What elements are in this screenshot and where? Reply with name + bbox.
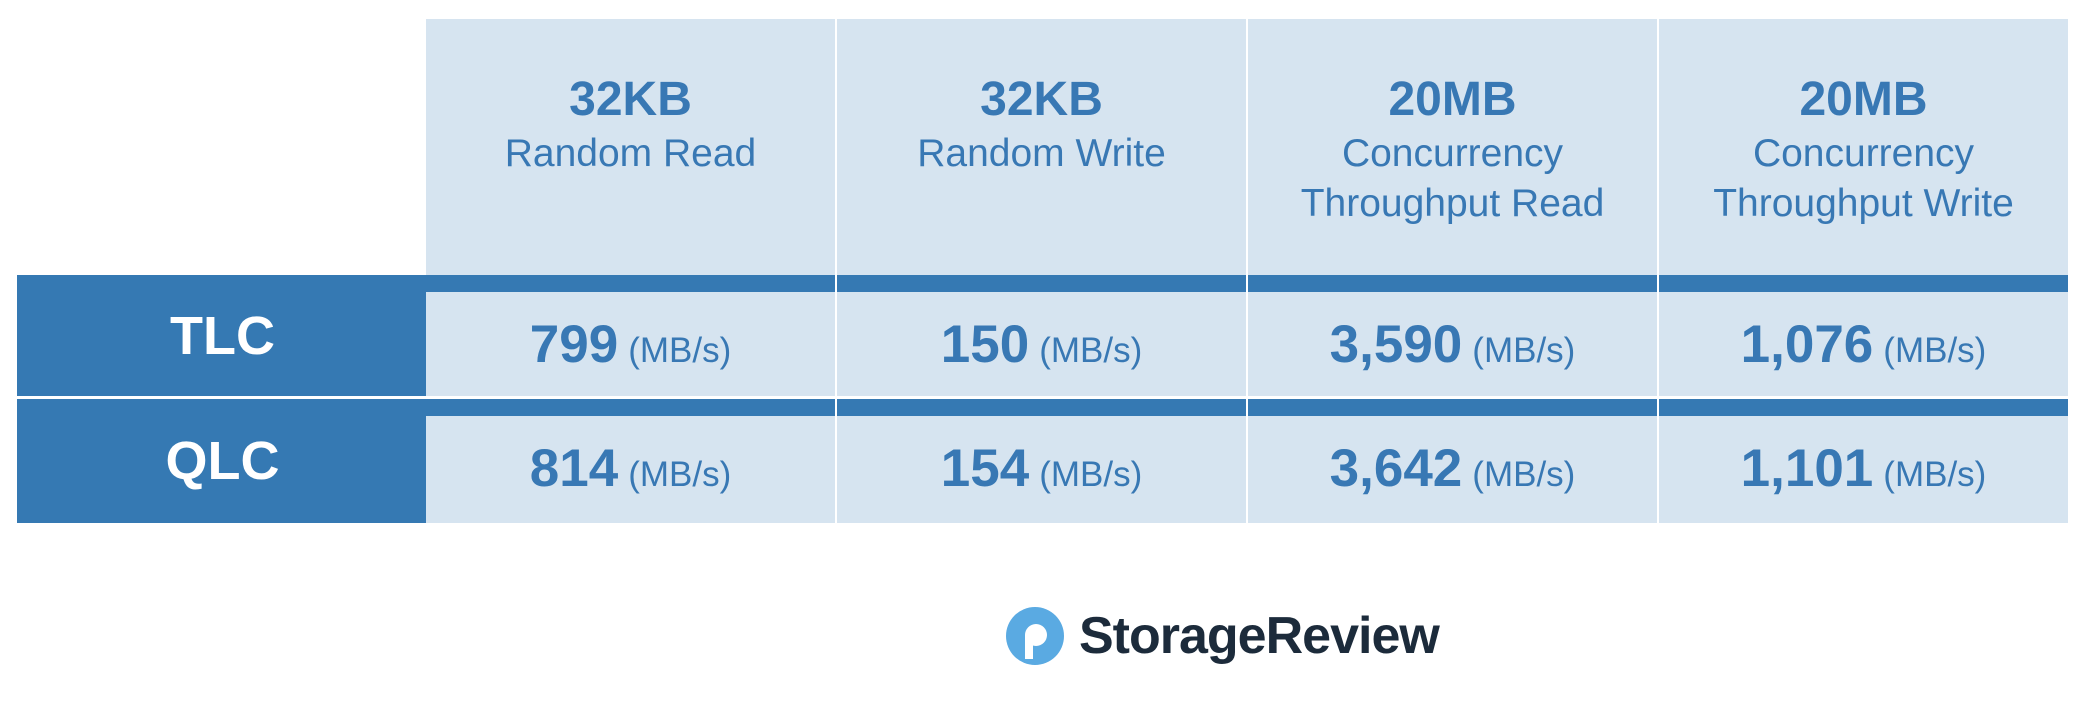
column-label: Concurrency Throughput Read [1300, 132, 1605, 225]
unit: (MB/s) [1472, 331, 1576, 370]
unit: (MB/s) [1883, 455, 1987, 494]
value: 1,101 [1740, 439, 1874, 498]
row-bar [426, 399, 835, 416]
row-bar [837, 399, 1246, 416]
value-cell: 3,642 (MB/s) [1248, 416, 1657, 523]
row-name: QLC [17, 399, 428, 523]
logo: StorageReview [1005, 605, 1440, 667]
column-header: 32KB Random Read [426, 19, 835, 275]
column-label: Random Read [504, 132, 757, 175]
row-bar [837, 275, 1246, 292]
value-cell: 1,076 (MB/s) [1659, 292, 2068, 396]
value: 799 [529, 315, 619, 374]
column-label: Concurrency Throughput Write [1713, 132, 2014, 225]
unit: (MB/s) [1472, 455, 1576, 494]
row-bar [1659, 399, 2068, 416]
column-header: 20MB Concurrency Throughput Write [1659, 19, 2068, 275]
row-bar [1248, 399, 1657, 416]
logo-icon [1006, 607, 1064, 665]
column-size: 20MB [1388, 73, 1517, 126]
value-cell: 3,590 (MB/s) [1248, 292, 1657, 396]
value: 3,590 [1329, 315, 1463, 374]
unit: (MB/s) [1039, 331, 1143, 370]
column-header: 20MB Concurrency Throughput Read [1248, 19, 1657, 275]
column-header: 32KB Random Write [837, 19, 1246, 275]
column-label: Random Write [917, 132, 1166, 175]
value: 154 [940, 439, 1030, 498]
value: 3,642 [1329, 439, 1463, 498]
value-cell: 1,101 (MB/s) [1659, 416, 2068, 523]
value: 814 [529, 439, 619, 498]
value: 1,076 [1740, 315, 1874, 374]
column-size: 20MB [1799, 73, 1928, 126]
unit: (MB/s) [1883, 331, 1987, 370]
value: 150 [940, 315, 1030, 374]
unit: (MB/s) [628, 455, 732, 494]
logo-text: StorageReview [1079, 607, 1440, 665]
value-cell: 150 (MB/s) [837, 292, 1246, 396]
column-size: 32KB [569, 73, 692, 126]
row-bar [1659, 275, 2068, 292]
value-cell: 154 (MB/s) [837, 416, 1246, 523]
row-bar [426, 275, 835, 292]
unit: (MB/s) [628, 331, 732, 370]
row-name: TLC [17, 275, 428, 396]
value-cell: 799 (MB/s) [426, 292, 835, 396]
row-bar [1248, 275, 1657, 292]
value-cell: 814 (MB/s) [426, 416, 835, 523]
unit: (MB/s) [1039, 455, 1143, 494]
column-size: 32KB [980, 73, 1103, 126]
